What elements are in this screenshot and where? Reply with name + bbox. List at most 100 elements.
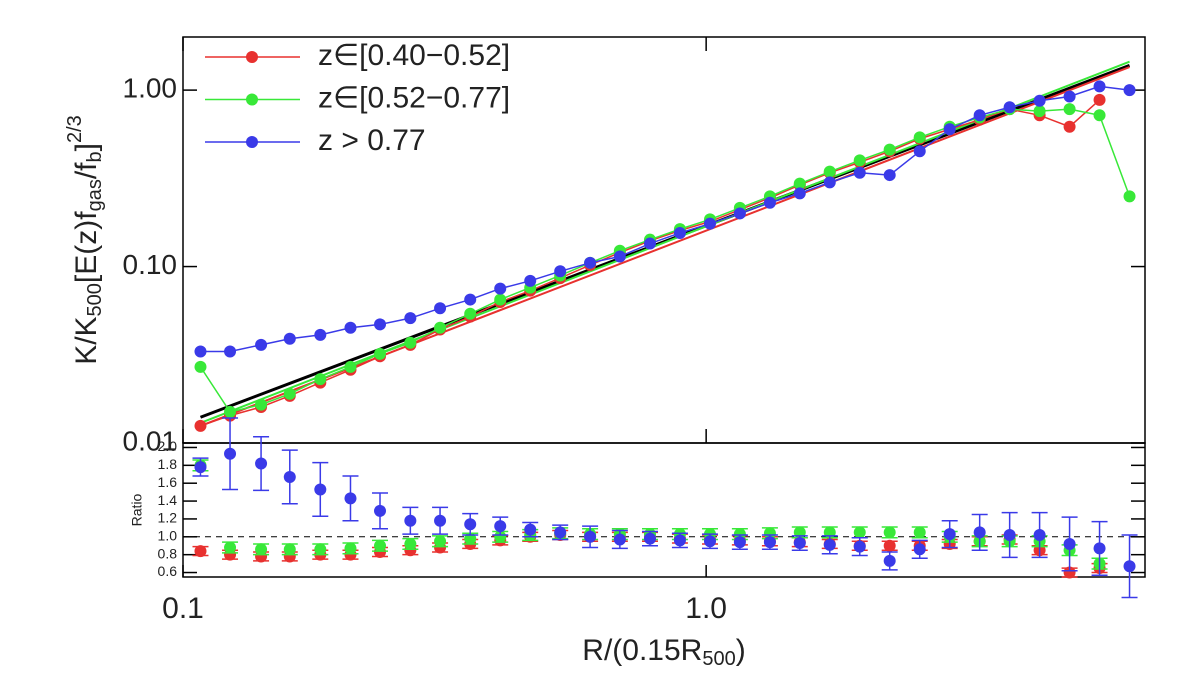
- point: [853, 166, 866, 179]
- legend-marker: [246, 136, 258, 148]
- point: [464, 307, 477, 320]
- x-label-part: ): [736, 634, 746, 667]
- y-tick-label: 0.01: [123, 425, 178, 456]
- point: [404, 514, 417, 527]
- point: [194, 360, 207, 373]
- point: [194, 461, 207, 474]
- point: [1093, 542, 1106, 555]
- point: [1063, 90, 1076, 103]
- point: [913, 131, 926, 144]
- point: [883, 554, 896, 567]
- point: [853, 526, 866, 539]
- legend-marker: [246, 51, 258, 63]
- point: [853, 540, 866, 553]
- y-label-part: ]: [70, 143, 103, 151]
- point: [255, 457, 268, 470]
- point: [224, 447, 237, 460]
- ratio-label: Ratio: [129, 493, 145, 526]
- point: [1093, 80, 1106, 93]
- point: [524, 523, 537, 536]
- point: [973, 526, 986, 539]
- y-tick-label: 0.10: [123, 249, 178, 280]
- point: [283, 543, 296, 556]
- y-tick-label: 2.0: [158, 438, 178, 454]
- point: [763, 536, 776, 549]
- point: [494, 282, 507, 295]
- point: [374, 347, 387, 360]
- point: [1123, 190, 1136, 203]
- point: [733, 536, 746, 549]
- y-label-part: [E(z)f: [70, 211, 103, 283]
- point: [1033, 94, 1046, 107]
- point: [283, 470, 296, 483]
- point: [943, 123, 956, 136]
- point: [1003, 529, 1016, 542]
- point: [464, 518, 477, 531]
- point: [404, 312, 417, 325]
- point: [673, 226, 686, 239]
- y-label-part: 2/3: [64, 115, 86, 143]
- point: [434, 514, 447, 527]
- point: [823, 538, 836, 551]
- y-tick-label: 0.8: [158, 545, 178, 561]
- point: [913, 543, 926, 556]
- point: [283, 387, 296, 400]
- point: [883, 169, 896, 182]
- y-label-part: K/K: [70, 316, 103, 364]
- point: [673, 534, 686, 547]
- point: [1063, 566, 1076, 579]
- y-label-part: b: [84, 151, 106, 162]
- point: [1093, 109, 1106, 122]
- point: [194, 545, 207, 558]
- y-tick-label: 1.4: [158, 492, 178, 508]
- point: [793, 177, 806, 190]
- fit-line: [200, 66, 1130, 427]
- x-tick-label: 0.1: [162, 592, 204, 625]
- point: [1033, 529, 1046, 542]
- point: [314, 543, 327, 556]
- point: [763, 196, 776, 209]
- point: [853, 154, 866, 167]
- y-tick-label: 0.6: [158, 563, 178, 579]
- y-label-part: gas: [84, 179, 106, 211]
- point: [584, 530, 597, 543]
- point: [314, 483, 327, 496]
- legend-label: z > 0.77: [318, 124, 426, 157]
- point: [1093, 93, 1106, 106]
- plot-frame: [182, 442, 1146, 578]
- x-label-part: R/(0.15R: [582, 634, 702, 667]
- point: [434, 302, 447, 315]
- point: [883, 539, 896, 552]
- point: [763, 527, 776, 540]
- point: [524, 274, 537, 287]
- point: [194, 345, 207, 358]
- point: [255, 543, 268, 556]
- point: [224, 405, 237, 418]
- point: [494, 520, 507, 533]
- point: [374, 318, 387, 331]
- point: [344, 492, 357, 505]
- point: [883, 526, 896, 539]
- y-tick-label: 1.0: [158, 528, 178, 544]
- y-tick-label: 1.8: [158, 456, 178, 472]
- point: [344, 321, 357, 334]
- point: [554, 265, 567, 278]
- point: [1123, 560, 1136, 573]
- point: [1003, 101, 1016, 114]
- point: [1063, 537, 1076, 550]
- point: [1123, 84, 1136, 97]
- point: [584, 256, 597, 269]
- point: [374, 539, 387, 552]
- legend-label: z∈[0.40−0.52]: [318, 39, 510, 72]
- point: [1063, 120, 1076, 133]
- y-label-part: /f: [70, 162, 103, 179]
- legend-label: z∈[0.52−0.77]: [318, 81, 510, 114]
- point: [1033, 105, 1046, 118]
- point: [283, 332, 296, 345]
- point: [464, 293, 477, 306]
- point: [1063, 103, 1076, 116]
- point: [255, 398, 268, 411]
- x-label: R/(0.15R500): [582, 634, 745, 670]
- point: [494, 530, 507, 543]
